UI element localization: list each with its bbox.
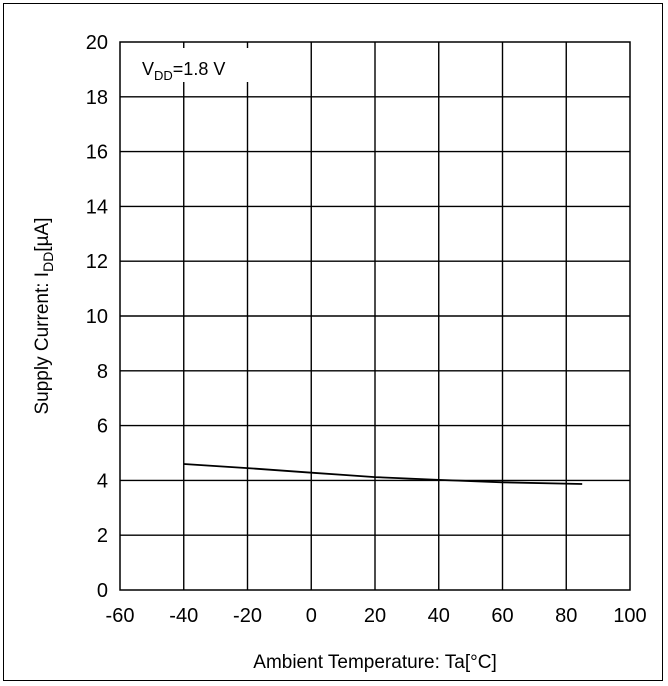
x-tick-label: -20: [233, 605, 262, 627]
x-tick-label: 60: [491, 605, 513, 627]
x-tick-label: 80: [555, 605, 577, 627]
vdd-annotation: VDD=1.8 V: [142, 59, 225, 83]
y-tick-label: 14: [86, 196, 108, 218]
y-tick-label: 20: [86, 32, 108, 54]
y-tick-label: 18: [86, 87, 108, 109]
series-layer: [183, 463, 583, 485]
annotation-subscript: DD: [154, 68, 173, 83]
y-tick-label: 12: [86, 251, 108, 273]
y-tick-label: 8: [97, 361, 108, 383]
y-tick-label: 4: [97, 470, 108, 492]
annotation-suffix: =1.8 V: [173, 59, 226, 79]
grid: [120, 42, 630, 590]
y-axis-title: Supply Current: IDD[µA]: [32, 218, 56, 415]
y-tick-label: 16: [86, 142, 108, 164]
annotation-prefix: V: [142, 59, 154, 79]
chart-frame: [3, 3, 663, 681]
x-tick-label: 100: [613, 605, 646, 627]
y-axis-title-subscript: DD: [40, 252, 56, 272]
x-tick-label: 20: [364, 605, 386, 627]
annotation-box: [128, 48, 256, 82]
x-tick-label: 40: [428, 605, 450, 627]
supply-current-line: [183, 463, 583, 485]
y-axis-title-unit: [µA]: [32, 218, 53, 252]
x-tick-label: 0: [306, 605, 317, 627]
x-tick-labels: -60 -40 -20 0 20 40 60 80 100: [106, 605, 647, 627]
y-axis-title-main: Supply Current: I: [32, 272, 53, 415]
y-tick-labels: 0 2 4 6 8 10 12 14 16 18 20: [86, 32, 108, 602]
y-tick-label: 10: [86, 306, 108, 328]
y-tick-label: 0: [97, 580, 108, 602]
x-tick-label: -60: [106, 605, 135, 627]
y-tick-label: 6: [97, 416, 108, 438]
plot-area: [119, 41, 631, 591]
x-tick-label: -40: [169, 605, 198, 627]
x-axis-title: Ambient Temperature: Ta[°C]: [253, 652, 496, 673]
y-tick-label: 2: [97, 525, 108, 547]
